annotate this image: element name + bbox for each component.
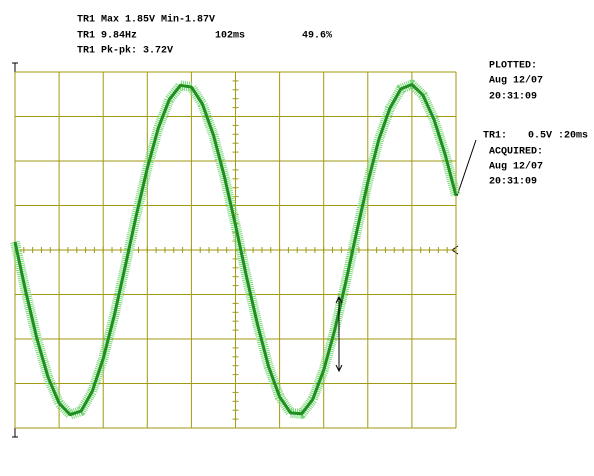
trace-scale: 0.5V :20ms (528, 131, 588, 142)
plot-area (10, 71, 461, 429)
trace (13, 83, 458, 417)
readout: 102ms (215, 31, 245, 42)
readout: TR1 Pk-pk: 3.72V (77, 45, 173, 57)
readout: 49.6% (302, 31, 332, 42)
readout: TR1 9.84Hz (77, 31, 137, 42)
plotted-date: Aug 12/07 (489, 75, 543, 87)
trace-name: TR1: (483, 131, 507, 142)
readout: TR1 Max 1.85V Min-1.87V (77, 14, 215, 26)
acquired-date: Aug 12/07 (489, 161, 543, 173)
acquired-time: 20:31:09 (489, 177, 537, 188)
acquired-label: ACQUIRED: (489, 147, 543, 158)
plotted-label: PLOTTED: (489, 61, 537, 72)
plotted-time: 20:31:09 (489, 92, 537, 103)
cursor (335, 295, 343, 373)
trace-pointer (456, 139, 477, 197)
